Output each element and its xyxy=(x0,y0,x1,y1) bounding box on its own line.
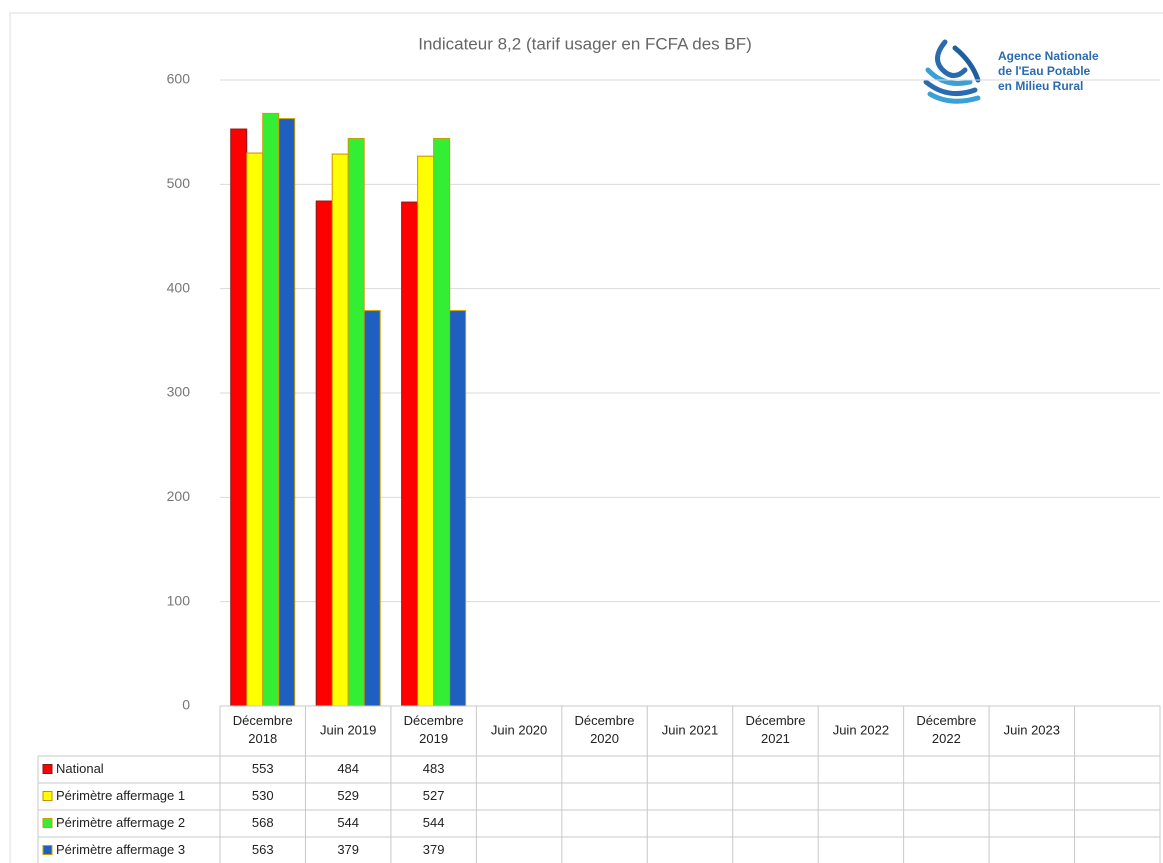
table-value: 544 xyxy=(423,815,445,830)
x-tick-label: Juin 2022 xyxy=(833,722,889,737)
x-tick-label: Décembre 2020 xyxy=(575,713,635,746)
legend-swatch xyxy=(42,791,53,801)
legend-label: Périmètre affermage 2 xyxy=(56,815,185,830)
y-tick-label: 600 xyxy=(167,71,191,87)
bar xyxy=(230,128,248,707)
table-value: 563 xyxy=(252,842,274,857)
y-tick-label: 400 xyxy=(167,279,191,295)
table-value: 484 xyxy=(337,761,359,776)
y-tick-label: 200 xyxy=(167,488,191,504)
table-value: 379 xyxy=(423,842,445,857)
bar xyxy=(331,153,349,707)
legend-swatch xyxy=(42,818,53,828)
table-value: 568 xyxy=(252,815,274,830)
bar xyxy=(363,310,381,707)
x-tick-label: Décembre 2021 xyxy=(745,713,805,746)
legend-swatch xyxy=(42,764,53,774)
bar xyxy=(347,137,365,707)
table-value: 483 xyxy=(423,761,445,776)
legend-label: Périmètre affermage 3 xyxy=(56,842,185,857)
bar xyxy=(449,310,467,707)
x-tick-label: Juin 2020 xyxy=(491,722,547,737)
bar xyxy=(417,155,435,707)
logo-text: Agence Nationale xyxy=(998,49,1099,63)
x-tick-label: Décembre 2018 xyxy=(233,713,293,746)
chart-frame xyxy=(9,12,1163,863)
legend-label: National xyxy=(56,761,104,776)
y-tick-label: 0 xyxy=(182,697,190,713)
bar xyxy=(246,152,264,707)
x-tick-label: Juin 2023 xyxy=(1004,722,1060,737)
bar xyxy=(433,137,451,707)
bar xyxy=(401,201,419,707)
x-tick-label: Juin 2021 xyxy=(662,722,718,737)
y-tick-label: 100 xyxy=(167,592,191,608)
table-value: 527 xyxy=(423,788,445,803)
logo-icon xyxy=(923,39,981,104)
y-tick-label: 500 xyxy=(167,175,191,191)
x-tick-label: Juin 2019 xyxy=(320,722,376,737)
table-value: 544 xyxy=(337,815,359,830)
table-value: 379 xyxy=(337,842,359,857)
chart-title: Indicateur 8,2 (tarif usager en FCFA des… xyxy=(418,34,752,53)
legend-swatch xyxy=(42,845,53,855)
legend-label: Périmètre affermage 1 xyxy=(56,788,185,803)
y-tick-label: 300 xyxy=(167,384,191,400)
x-tick-label: Décembre 2022 xyxy=(916,713,976,746)
table-value: 553 xyxy=(252,761,274,776)
bar xyxy=(315,200,333,707)
logo-text: de l'Eau Potable xyxy=(998,64,1091,78)
logo-text: en Milieu Rural xyxy=(998,79,1083,93)
bar xyxy=(262,112,280,707)
table-value: 530 xyxy=(252,788,274,803)
table-value: 529 xyxy=(337,788,359,803)
x-tick-label: Décembre 2019 xyxy=(404,713,464,746)
bar xyxy=(278,118,296,707)
